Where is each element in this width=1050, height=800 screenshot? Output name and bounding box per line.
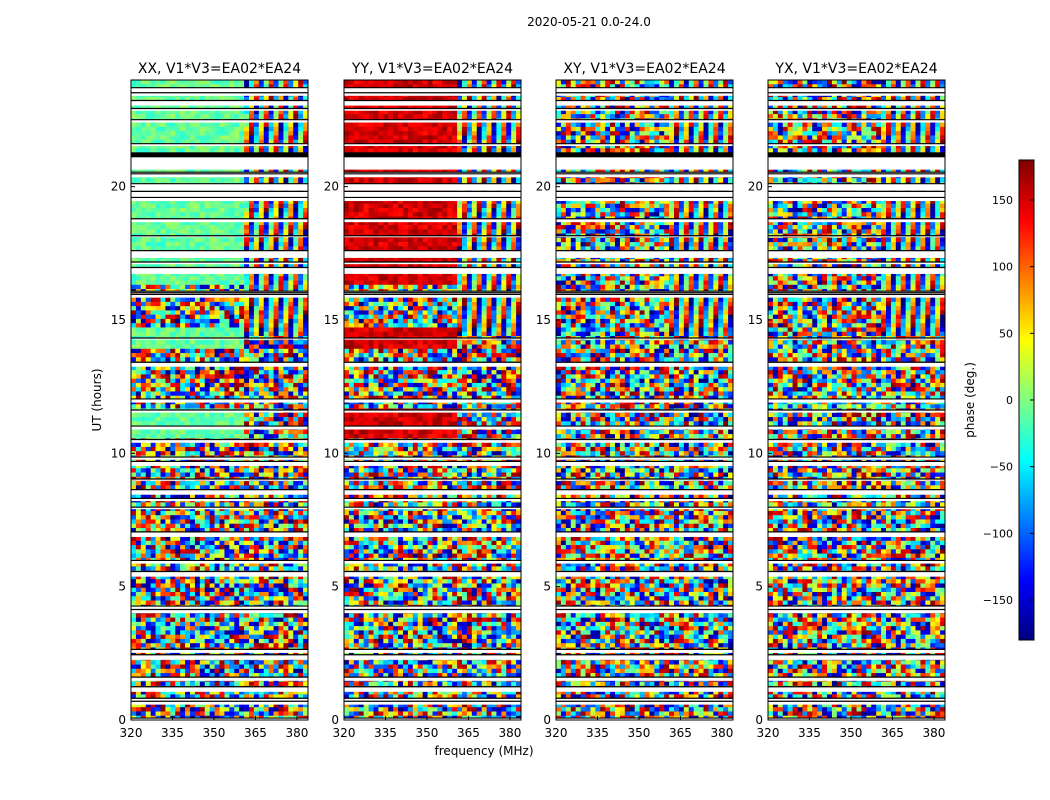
colorbar-tick-label: 150: [992, 194, 1013, 207]
x-tick-label: 335: [586, 726, 609, 740]
y-tick-label: 5: [118, 580, 126, 594]
panel-frame: [343, 79, 522, 721]
x-tick-label: 380: [710, 726, 733, 740]
x-tick-label: 365: [457, 726, 480, 740]
colorbar-tick-label: 50: [999, 327, 1013, 340]
x-axis-label: frequency (MHz): [434, 744, 533, 758]
colorbar-label: phase (deg.): [963, 362, 977, 438]
panel-title: YX, V1*V3=EA02*EA24: [774, 61, 937, 77]
figure-suptitle: 2020-05-21 0.0-24.0: [527, 15, 651, 29]
y-tick-label: 0: [118, 713, 126, 727]
x-tick-label: 380: [285, 726, 308, 740]
panel-frame: [555, 79, 734, 721]
x-tick-label: 335: [161, 726, 184, 740]
x-tick-label: 335: [798, 726, 821, 740]
y-tick-label: 15: [111, 313, 126, 327]
y-tick-label: 20: [111, 180, 126, 194]
heatmap-panels: XX, V1*V3=EA02*EA24 320 335 350 365 380 0 5 10 15…: [111, 61, 946, 740]
y-axis-label: UT (hours): [90, 368, 104, 431]
y-tick-label: 10: [748, 446, 763, 460]
colorbar: 150 100 50 0 −50 −100 −150 phase (deg.): [963, 159, 1035, 641]
colorbar-tick-label: 100: [992, 261, 1013, 274]
heatmap-panel-yx: YX, V1*V3=EA02*EA24 320 335 350 365 380 0 5 10 15…: [748, 61, 946, 740]
y-tick-label: 10: [111, 446, 126, 460]
y-tick-label: 15: [748, 313, 763, 327]
x-tick-label: 380: [922, 726, 945, 740]
y-tick-label: 20: [324, 180, 339, 194]
y-tick-label: 10: [536, 446, 551, 460]
x-tick-label: 365: [669, 726, 692, 740]
y-tick-label: 0: [331, 713, 339, 727]
y-tick-label: 5: [755, 580, 763, 594]
panel-frame: [130, 79, 309, 721]
x-tick-label: 320: [545, 726, 568, 740]
panel-title: XY, V1*V3=EA02*EA24: [563, 61, 725, 77]
y-tick-label: 10: [324, 446, 339, 460]
panel-title: XX, V1*V3=EA02*EA24: [138, 61, 301, 77]
panel-title: YY, V1*V3=EA02*EA24: [351, 61, 513, 77]
x-tick-label: 335: [374, 726, 397, 740]
colorbar-tick-label: −50: [990, 461, 1013, 474]
x-tick-label: 365: [881, 726, 904, 740]
x-tick-label: 365: [244, 726, 267, 740]
y-tick-label: 20: [748, 180, 763, 194]
x-tick-label: 350: [840, 726, 863, 740]
heatmap-panel-yy: YY, V1*V3=EA02*EA24 320 335 350 365 380 0 5 10 15…: [324, 61, 522, 740]
x-tick-label: 350: [203, 726, 226, 740]
colorbar-tick-label: −100: [983, 527, 1013, 540]
heatmap-panel-xy: XY, V1*V3=EA02*EA24 320 335 350 365 380 0 5 10 15…: [536, 61, 734, 740]
panel-frame: [767, 79, 946, 721]
y-tick-label: 15: [324, 313, 339, 327]
colorbar-tick-label: 0: [1006, 394, 1013, 407]
y-tick-label: 0: [543, 713, 551, 727]
heatmap-panel-xx: XX, V1*V3=EA02*EA24 320 335 350 365 380 0 5 10 15…: [111, 61, 309, 740]
x-tick-label: 320: [333, 726, 356, 740]
x-tick-label: 380: [498, 726, 521, 740]
y-tick-label: 15: [536, 313, 551, 327]
x-tick-label: 350: [416, 726, 439, 740]
y-tick-label: 20: [536, 180, 551, 194]
y-tick-label: 0: [755, 713, 763, 727]
x-tick-label: 350: [628, 726, 651, 740]
y-tick-label: 5: [331, 580, 339, 594]
colorbar-ticks: 150 100 50 0 −50 −100 −150: [983, 194, 1034, 607]
x-tick-label: 320: [120, 726, 143, 740]
colorbar-tick-label: −150: [983, 594, 1013, 607]
x-tick-label: 320: [757, 726, 780, 740]
y-tick-label: 5: [543, 580, 551, 594]
